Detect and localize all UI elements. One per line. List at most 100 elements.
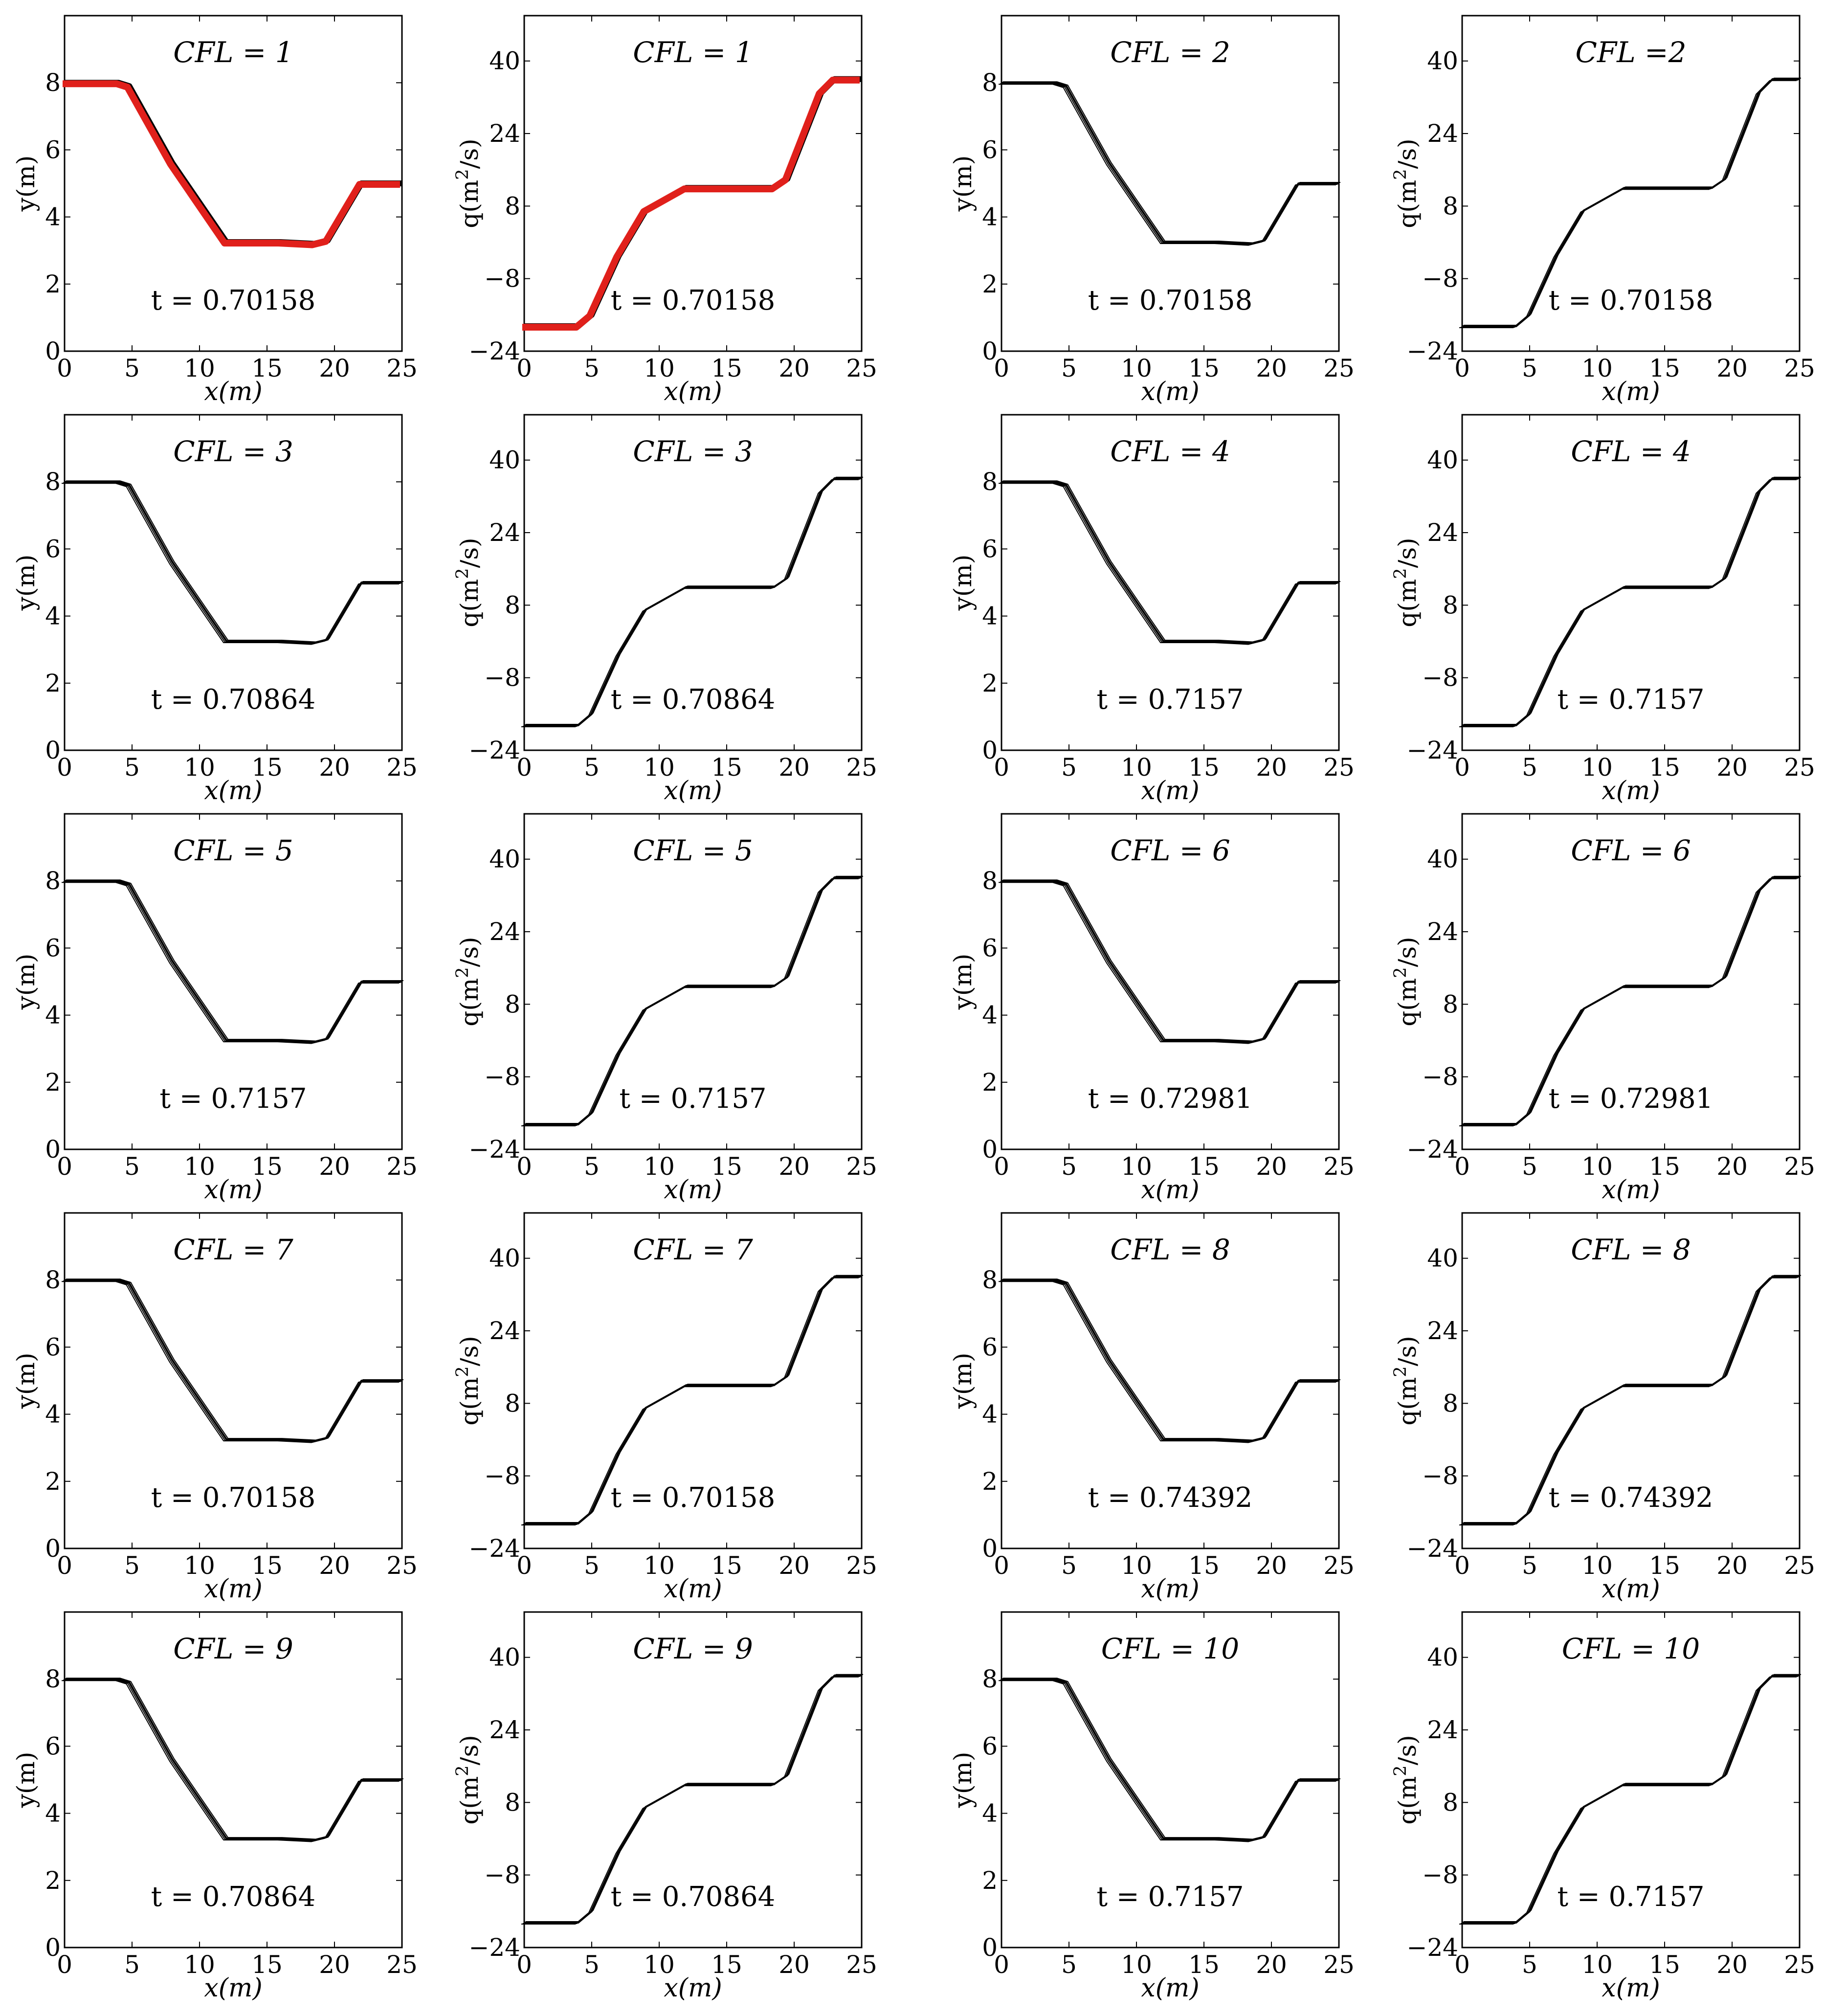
x-axis-label: x(m) (204, 377, 262, 406)
x-tick-label: 10 (1121, 1152, 1152, 1181)
subplot-6: 0 5 10 15 20 25 −24 −8 8 24 40 x(m) q(m2/s) CFL = 3 t … (453, 414, 877, 806)
y-tick-label: 2 (45, 1866, 61, 1895)
x-tick-label: 10 (1581, 1950, 1613, 1979)
x-tick-label: 15 (711, 1551, 742, 1580)
x-axis-label: x(m) (1602, 1574, 1660, 1604)
x-tick-label: 15 (1649, 1950, 1680, 1979)
series-line (1464, 476, 1801, 725)
x-tick-label: 15 (1188, 753, 1220, 782)
x-axis-label: x(m) (1141, 776, 1199, 806)
time-annotation: t = 0.7157 (1097, 684, 1244, 716)
subplot-title: CFL = 4 (1110, 435, 1230, 468)
x-tick-label: 5 (1061, 1152, 1077, 1181)
y-tick-label: 8 (505, 192, 520, 220)
y-tick-label: −24 (1406, 1534, 1458, 1563)
time-annotation: t = 0.7157 (1097, 1881, 1244, 1913)
series-line (65, 1279, 402, 1442)
y-tick-label: 24 (1427, 1317, 1458, 1345)
y-tick-label: −24 (1406, 736, 1458, 764)
x-tick-label: 25 (846, 1950, 877, 1979)
x-axis-label: x(m) (1602, 377, 1660, 406)
y-axis-label: y(m) (949, 1353, 977, 1410)
x-axis-label: x(m) (1602, 1973, 1660, 2003)
y-axis-label: q(m2/s) (453, 937, 484, 1026)
series-line (66, 480, 403, 643)
y-axis-label: y(m) (12, 1353, 40, 1410)
x-tick-label: 25 (846, 354, 877, 382)
series-line (66, 879, 403, 1042)
x-tick-label: 15 (251, 1152, 283, 1181)
y-tick-label: 4 (982, 1001, 998, 1030)
y-tick-label: 6 (45, 934, 61, 962)
x-tick-label: 25 (846, 753, 877, 782)
subplot-20: 0 5 10 15 20 25 −24 −8 8 24 40 x(m) q(m2/s) CFL = 10 t… (1391, 1611, 1815, 2003)
series-line (1464, 1275, 1801, 1523)
y-tick-label: 40 (489, 47, 520, 75)
y-tick-label: 8 (45, 468, 61, 496)
x-tick-label: 15 (1649, 753, 1680, 782)
y-tick-label: 4 (982, 602, 998, 630)
y-tick-label: 40 (489, 845, 520, 874)
x-tick-label: 0 (57, 1950, 72, 1979)
subplot-title: CFL = 3 (633, 435, 753, 468)
y-tick-label: 2 (982, 270, 998, 298)
y-tick-label: 8 (982, 1266, 998, 1294)
plot-frame (64, 414, 403, 751)
x-tick-label: 25 (1323, 1152, 1355, 1181)
plot-frame (1461, 813, 1801, 1150)
x-tick-label: 20 (319, 753, 350, 782)
y-tick-label: 6 (45, 135, 61, 164)
x-tick-label: 20 (1256, 1152, 1287, 1181)
y-tick-label: 6 (982, 535, 998, 563)
x-tick-label: 20 (1716, 1152, 1748, 1181)
y-tick-label: 0 (45, 1135, 61, 1164)
x-axis-label: x(m) (664, 377, 722, 406)
x-tick-label: 0 (516, 753, 532, 782)
x-axis-label: x(m) (204, 776, 262, 806)
x-tick-label: 15 (1188, 354, 1220, 382)
x-tick-label: 0 (1454, 1950, 1470, 1979)
x-tick-label: 15 (251, 753, 283, 782)
series-line (1002, 1678, 1339, 1841)
y-tick-label: −24 (1406, 1933, 1458, 1962)
x-tick-label: 10 (644, 1551, 675, 1580)
subplot-16: 0 5 10 15 20 25 −24 −8 8 24 40 x(m) q(m2/s) CFL = 8 t … (1391, 1212, 1815, 1604)
y-axis-label: q(m2/s) (1391, 538, 1422, 627)
x-tick-label: 0 (994, 1152, 1009, 1181)
x-tick-label: 10 (184, 753, 215, 782)
plot-frame (1001, 414, 1340, 751)
y-tick-label: 40 (1427, 845, 1458, 874)
x-tick-label: 25 (846, 1152, 877, 1181)
series-line (1003, 1678, 1340, 1840)
y-tick-label: 24 (489, 918, 520, 946)
y-tick-label: 8 (505, 591, 520, 619)
y-tick-label: 40 (489, 446, 520, 474)
x-tick-label: 25 (1784, 1950, 1815, 1979)
x-tick-label: 20 (319, 354, 350, 382)
x-tick-label: 5 (124, 1152, 140, 1181)
subplot-title: CFL = 9 (173, 1632, 293, 1665)
y-tick-label: 4 (982, 203, 998, 231)
y-tick-label: 2 (45, 270, 61, 298)
time-annotation: t = 0.70864 (151, 684, 316, 716)
series-line (526, 476, 863, 725)
x-tick-label: 0 (994, 1950, 1009, 1979)
subplot-title: CFL = 9 (633, 1632, 753, 1665)
y-tick-label: 8 (1443, 990, 1458, 1018)
x-tick-label: 25 (1323, 1551, 1355, 1580)
x-axis-label: x(m) (1602, 776, 1660, 806)
y-tick-label: 2 (982, 669, 998, 697)
x-tick-label: 20 (1256, 1950, 1287, 1979)
y-tick-label: 24 (489, 119, 520, 148)
x-tick-label: 0 (57, 753, 72, 782)
y-tick-label: −8 (1422, 664, 1458, 692)
subplot-title: CFL = 7 (633, 1233, 753, 1266)
y-tick-label: 8 (45, 68, 61, 97)
y-tick-label: −8 (484, 265, 520, 293)
y-tick-label: −24 (468, 1933, 520, 1962)
y-tick-label: −24 (468, 1135, 520, 1164)
x-tick-label: 20 (1716, 354, 1748, 382)
x-tick-label: 0 (516, 1152, 532, 1181)
subplot-title: CFL = 2 (1110, 36, 1230, 69)
subplot-14: 0 5 10 15 20 25 −24 −8 8 24 40 x(m) q(m2/s) CFL = 7 t … (453, 1212, 877, 1604)
